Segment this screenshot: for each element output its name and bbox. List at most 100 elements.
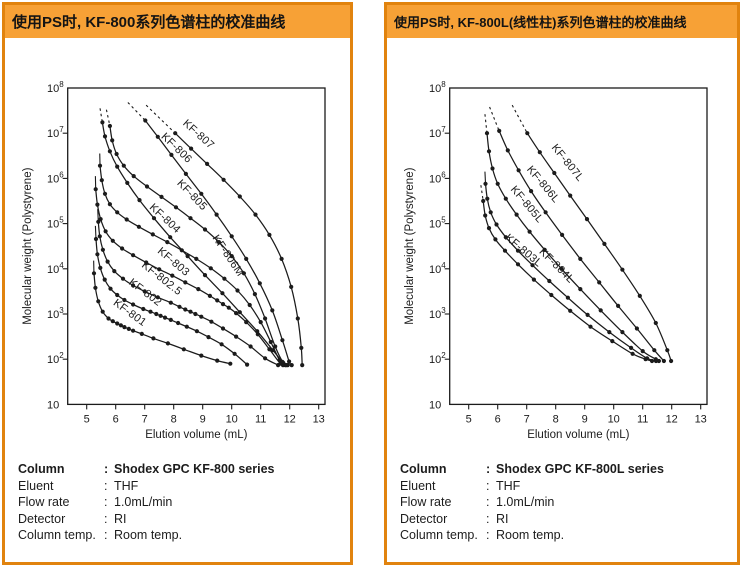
data-point: [220, 302, 226, 307]
y-tick-label: 10: [429, 399, 441, 411]
conditions-table: Column: Shodex GPC KF-800L series Eluent: T…: [400, 461, 731, 544]
x-tick-label: 12: [666, 413, 678, 425]
data-point: [515, 262, 521, 267]
data-point: [105, 259, 110, 264]
data-point: [661, 358, 666, 364]
spec-colon: :: [104, 528, 108, 542]
x-tick-label: 6: [113, 413, 119, 425]
data-point: [552, 170, 557, 176]
x-tick-label: 5: [84, 413, 90, 425]
data-point: [560, 232, 565, 237]
spec-colon: :: [104, 478, 108, 493]
data-point: [115, 164, 120, 169]
data-point: [199, 191, 204, 196]
data-point: [529, 189, 534, 194]
x-tick-label: 11: [255, 413, 266, 425]
data-point: [653, 320, 658, 326]
data-point: [280, 359, 285, 364]
data-point: [568, 193, 573, 198]
spec-colon: :: [104, 511, 108, 526]
y-axis-title: Molecular weight (Polystyrene): [404, 167, 416, 324]
kf800-panel: 使用PS时, KF-800系列色谱柱的校准曲线 108 107 106 105 104 1…: [2, 2, 353, 565]
curve-label-KF-807: KF-807: [180, 117, 216, 151]
x-tick-label: 13: [313, 413, 325, 425]
data-point: [139, 331, 144, 336]
data-point: [100, 120, 105, 125]
curve-label-KF-805: KF-805: [174, 178, 209, 214]
data-point: [97, 234, 102, 239]
spec-value: Room temp.: [114, 528, 183, 542]
data-point: [295, 316, 300, 321]
data-point: [151, 336, 156, 341]
data-point: [481, 198, 486, 204]
spec-row: Eluent: THF: [400, 478, 731, 495]
panel-header: 使用PS时, KF-800系列色谱柱的校准曲线: [5, 5, 350, 38]
y-tick-label: 104: [47, 261, 64, 276]
data-point: [607, 330, 612, 335]
data-point: [206, 335, 211, 340]
data-point: [494, 222, 499, 227]
data-point: [142, 289, 147, 294]
data-point: [121, 163, 126, 168]
chart-area: 108 107 106 105 104 103 102 10 5 6 7 8 9 10 11 12 13 Elut…: [387, 38, 737, 450]
x-tick-label: 10: [226, 413, 238, 425]
spec-label: Detector: [400, 511, 448, 526]
data-point: [93, 187, 98, 192]
data-point: [234, 311, 239, 316]
data-point: [484, 131, 490, 136]
data-point: [565, 295, 570, 300]
spec-value: THF: [114, 478, 139, 493]
data-point: [602, 241, 607, 246]
data-point: [289, 363, 294, 368]
data-point: [99, 178, 104, 183]
data-point: [95, 202, 100, 207]
data-point: [208, 266, 213, 271]
data-point: [578, 256, 583, 261]
data-point: [300, 363, 305, 368]
data-point: [247, 302, 252, 308]
data-point: [155, 134, 160, 139]
data-point: [229, 234, 234, 239]
y-tick-label: 107: [429, 125, 446, 140]
data-point: [124, 217, 129, 222]
chart-area: 108 107 106 105 104 103 102 10 5 6 7 8 9 10 11 12 13 Elut…: [5, 38, 350, 450]
data-point: [235, 288, 240, 293]
data-point: [209, 319, 214, 324]
data-point: [215, 298, 220, 303]
data-point: [154, 311, 159, 317]
data-point: [106, 316, 111, 321]
data-point: [110, 319, 115, 324]
kf800l-panel: 使用PS时, KF-800L(线性柱)系列色谱柱的校准曲线 108 107 106 1…: [384, 2, 740, 565]
spec-label: Column temp.: [18, 528, 96, 542]
curve-KF-802.5: [97, 221, 279, 366]
data-point: [181, 347, 186, 352]
spec-value: Shodex GPC KF-800L series: [496, 462, 664, 476]
data-point: [222, 276, 227, 281]
data-point: [122, 297, 127, 303]
data-point: [202, 273, 208, 278]
spec-value: 1.0mL/min: [496, 495, 555, 509]
data-point: [107, 202, 112, 207]
data-point: [102, 134, 108, 139]
data-point: [279, 256, 284, 261]
data-point: [488, 210, 493, 215]
curve-label-KF-804L: KF-804L: [537, 246, 577, 286]
spec-colon: :: [486, 462, 491, 476]
data-point: [141, 306, 146, 312]
data-point: [244, 256, 249, 261]
data-point: [270, 308, 275, 313]
data-point: [537, 150, 542, 155]
data-point: [237, 194, 242, 199]
data-point: [237, 310, 242, 315]
data-point: [98, 265, 103, 270]
spec-value: 1.0mL/min: [114, 495, 173, 509]
data-point: [578, 287, 583, 292]
data-point: [229, 254, 234, 259]
data-point: [257, 281, 262, 286]
curve-KF-801: [93, 273, 231, 365]
data-point: [159, 194, 164, 199]
data-point: [177, 304, 182, 309]
data-point: [221, 177, 226, 182]
data-point: [107, 149, 112, 154]
